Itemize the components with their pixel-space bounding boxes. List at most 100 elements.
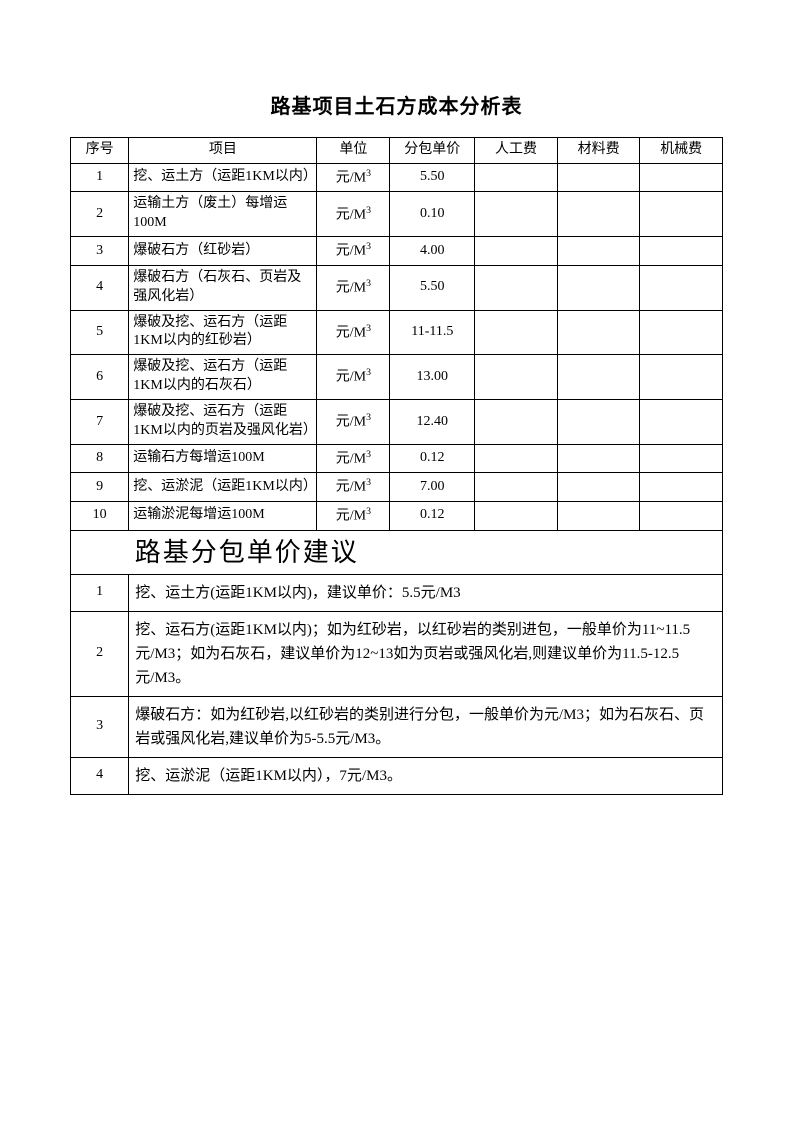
cell-material	[557, 501, 640, 530]
cell-item: 运输石方每增运100M	[129, 444, 317, 473]
subheader-row: 路基分包单价建议	[71, 530, 723, 574]
cell-labor	[475, 501, 558, 530]
cell-unit: 元/M3	[317, 310, 390, 355]
cell-material	[557, 163, 640, 192]
cell-material	[557, 473, 640, 502]
cell-price: 0.12	[390, 501, 475, 530]
col-machine: 机械费	[640, 138, 723, 164]
cell-item: 爆破石方（红砂岩）	[129, 237, 317, 266]
suggestion-seq: 1	[71, 574, 129, 611]
table-row: 7爆破及挖、运石方（运距1KM以内的页岩及强风化岩）元/M312.40	[71, 400, 723, 445]
cell-machine	[640, 265, 723, 310]
cell-unit: 元/M3	[317, 355, 390, 400]
suggestion-row: 3爆破石方：如为红砂岩,以红砂岩的类别进行分包，一般单价为元/M3；如为石灰石、…	[71, 696, 723, 757]
cell-price: 0.12	[390, 444, 475, 473]
cell-material	[557, 310, 640, 355]
cell-machine	[640, 444, 723, 473]
table-row: 10运输淤泥每增运100M元/M30.12	[71, 501, 723, 530]
cell-seq: 6	[71, 355, 129, 400]
table-row: 9挖、运淤泥（运距1KM以内）元/M37.00	[71, 473, 723, 502]
page-title: 路基项目土石方成本分析表	[70, 90, 723, 119]
cell-seq: 4	[71, 265, 129, 310]
cell-item: 爆破石方（石灰石、页岩及强风化岩）	[129, 265, 317, 310]
cell-material	[557, 355, 640, 400]
suggestion-seq: 4	[71, 757, 129, 794]
cell-unit: 元/M3	[317, 473, 390, 502]
cell-machine	[640, 237, 723, 266]
cell-seq: 9	[71, 473, 129, 502]
cell-unit: 元/M3	[317, 163, 390, 192]
subheader-text: 路基分包单价建议	[129, 530, 723, 574]
col-material: 材料费	[557, 138, 640, 164]
cost-table: 序号 项目 单位 分包单价 人工费 材料费 机械费 1挖、运土方（运距1KM以内…	[70, 137, 723, 795]
cell-item: 挖、运淤泥（运距1KM以内）	[129, 473, 317, 502]
suggestion-row: 1挖、运土方(运距1KM以内)，建议单价：5.5元/M3	[71, 574, 723, 611]
cell-machine	[640, 400, 723, 445]
cell-labor	[475, 237, 558, 266]
suggestion-seq: 2	[71, 611, 129, 696]
cell-item: 挖、运土方（运距1KM以内）	[129, 163, 317, 192]
cell-labor	[475, 163, 558, 192]
cell-seq: 7	[71, 400, 129, 445]
table-row: 8运输石方每增运100M元/M30.12	[71, 444, 723, 473]
cell-labor	[475, 265, 558, 310]
cell-labor	[475, 192, 558, 237]
cell-unit: 元/M3	[317, 265, 390, 310]
cell-seq: 2	[71, 192, 129, 237]
cell-labor	[475, 310, 558, 355]
table-row: 5爆破及挖、运石方（运距1KM以内的红砂岩）元/M311-11.5	[71, 310, 723, 355]
cell-seq: 5	[71, 310, 129, 355]
suggestion-text: 挖、运石方(运距1KM以内)；如为红砂岩，以红砂岩的类别进包，一般单价为11~1…	[129, 611, 723, 696]
cell-price: 11-11.5	[390, 310, 475, 355]
cell-machine	[640, 355, 723, 400]
cell-unit: 元/M3	[317, 444, 390, 473]
table-row: 2运输土方（废土）每增运100M元/M30.10	[71, 192, 723, 237]
suggestion-text: 爆破石方：如为红砂岩,以红砂岩的类别进行分包，一般单价为元/M3；如为石灰石、页…	[129, 696, 723, 757]
table-row: 6爆破及挖、运石方（运距1KM以内的石灰石）元/M313.00	[71, 355, 723, 400]
col-price: 分包单价	[390, 138, 475, 164]
table-row: 1挖、运土方（运距1KM以内）元/M35.50	[71, 163, 723, 192]
col-labor: 人工费	[475, 138, 558, 164]
cell-seq: 3	[71, 237, 129, 266]
cell-labor	[475, 400, 558, 445]
cell-material	[557, 192, 640, 237]
suggestion-row: 2挖、运石方(运距1KM以内)；如为红砂岩，以红砂岩的类别进包，一般单价为11~…	[71, 611, 723, 696]
cell-price: 13.00	[390, 355, 475, 400]
suggestion-text: 挖、运土方(运距1KM以内)，建议单价：5.5元/M3	[129, 574, 723, 611]
cell-item: 爆破及挖、运石方（运距1KM以内的页岩及强风化岩）	[129, 400, 317, 445]
col-seq: 序号	[71, 138, 129, 164]
cell-price: 0.10	[390, 192, 475, 237]
cell-material	[557, 400, 640, 445]
suggestion-text: 挖、运淤泥（运距1KM以内），7元/M3。	[129, 757, 723, 794]
cell-item: 爆破及挖、运石方（运距1KM以内的石灰石）	[129, 355, 317, 400]
cell-machine	[640, 473, 723, 502]
cell-machine	[640, 310, 723, 355]
cell-unit: 元/M3	[317, 400, 390, 445]
cell-machine	[640, 501, 723, 530]
cell-material	[557, 237, 640, 266]
cell-price: 5.50	[390, 163, 475, 192]
cell-labor	[475, 444, 558, 473]
cell-price: 7.00	[390, 473, 475, 502]
cell-material	[557, 265, 640, 310]
cell-machine	[640, 192, 723, 237]
table-row: 4爆破石方（石灰石、页岩及强风化岩）元/M35.50	[71, 265, 723, 310]
cell-price: 4.00	[390, 237, 475, 266]
col-item: 项目	[129, 138, 317, 164]
cell-labor	[475, 355, 558, 400]
cell-material	[557, 444, 640, 473]
cell-labor	[475, 473, 558, 502]
cell-machine	[640, 163, 723, 192]
suggestion-seq: 3	[71, 696, 129, 757]
cell-price: 12.40	[390, 400, 475, 445]
cell-seq: 8	[71, 444, 129, 473]
cell-seq: 10	[71, 501, 129, 530]
table-header-row: 序号 项目 单位 分包单价 人工费 材料费 机械费	[71, 138, 723, 164]
table-row: 3爆破石方（红砂岩）元/M34.00	[71, 237, 723, 266]
cell-item: 运输淤泥每增运100M	[129, 501, 317, 530]
cell-item: 运输土方（废土）每增运100M	[129, 192, 317, 237]
cell-price: 5.50	[390, 265, 475, 310]
cell-seq: 1	[71, 163, 129, 192]
cell-item: 爆破及挖、运石方（运距1KM以内的红砂岩）	[129, 310, 317, 355]
cell-unit: 元/M3	[317, 192, 390, 237]
